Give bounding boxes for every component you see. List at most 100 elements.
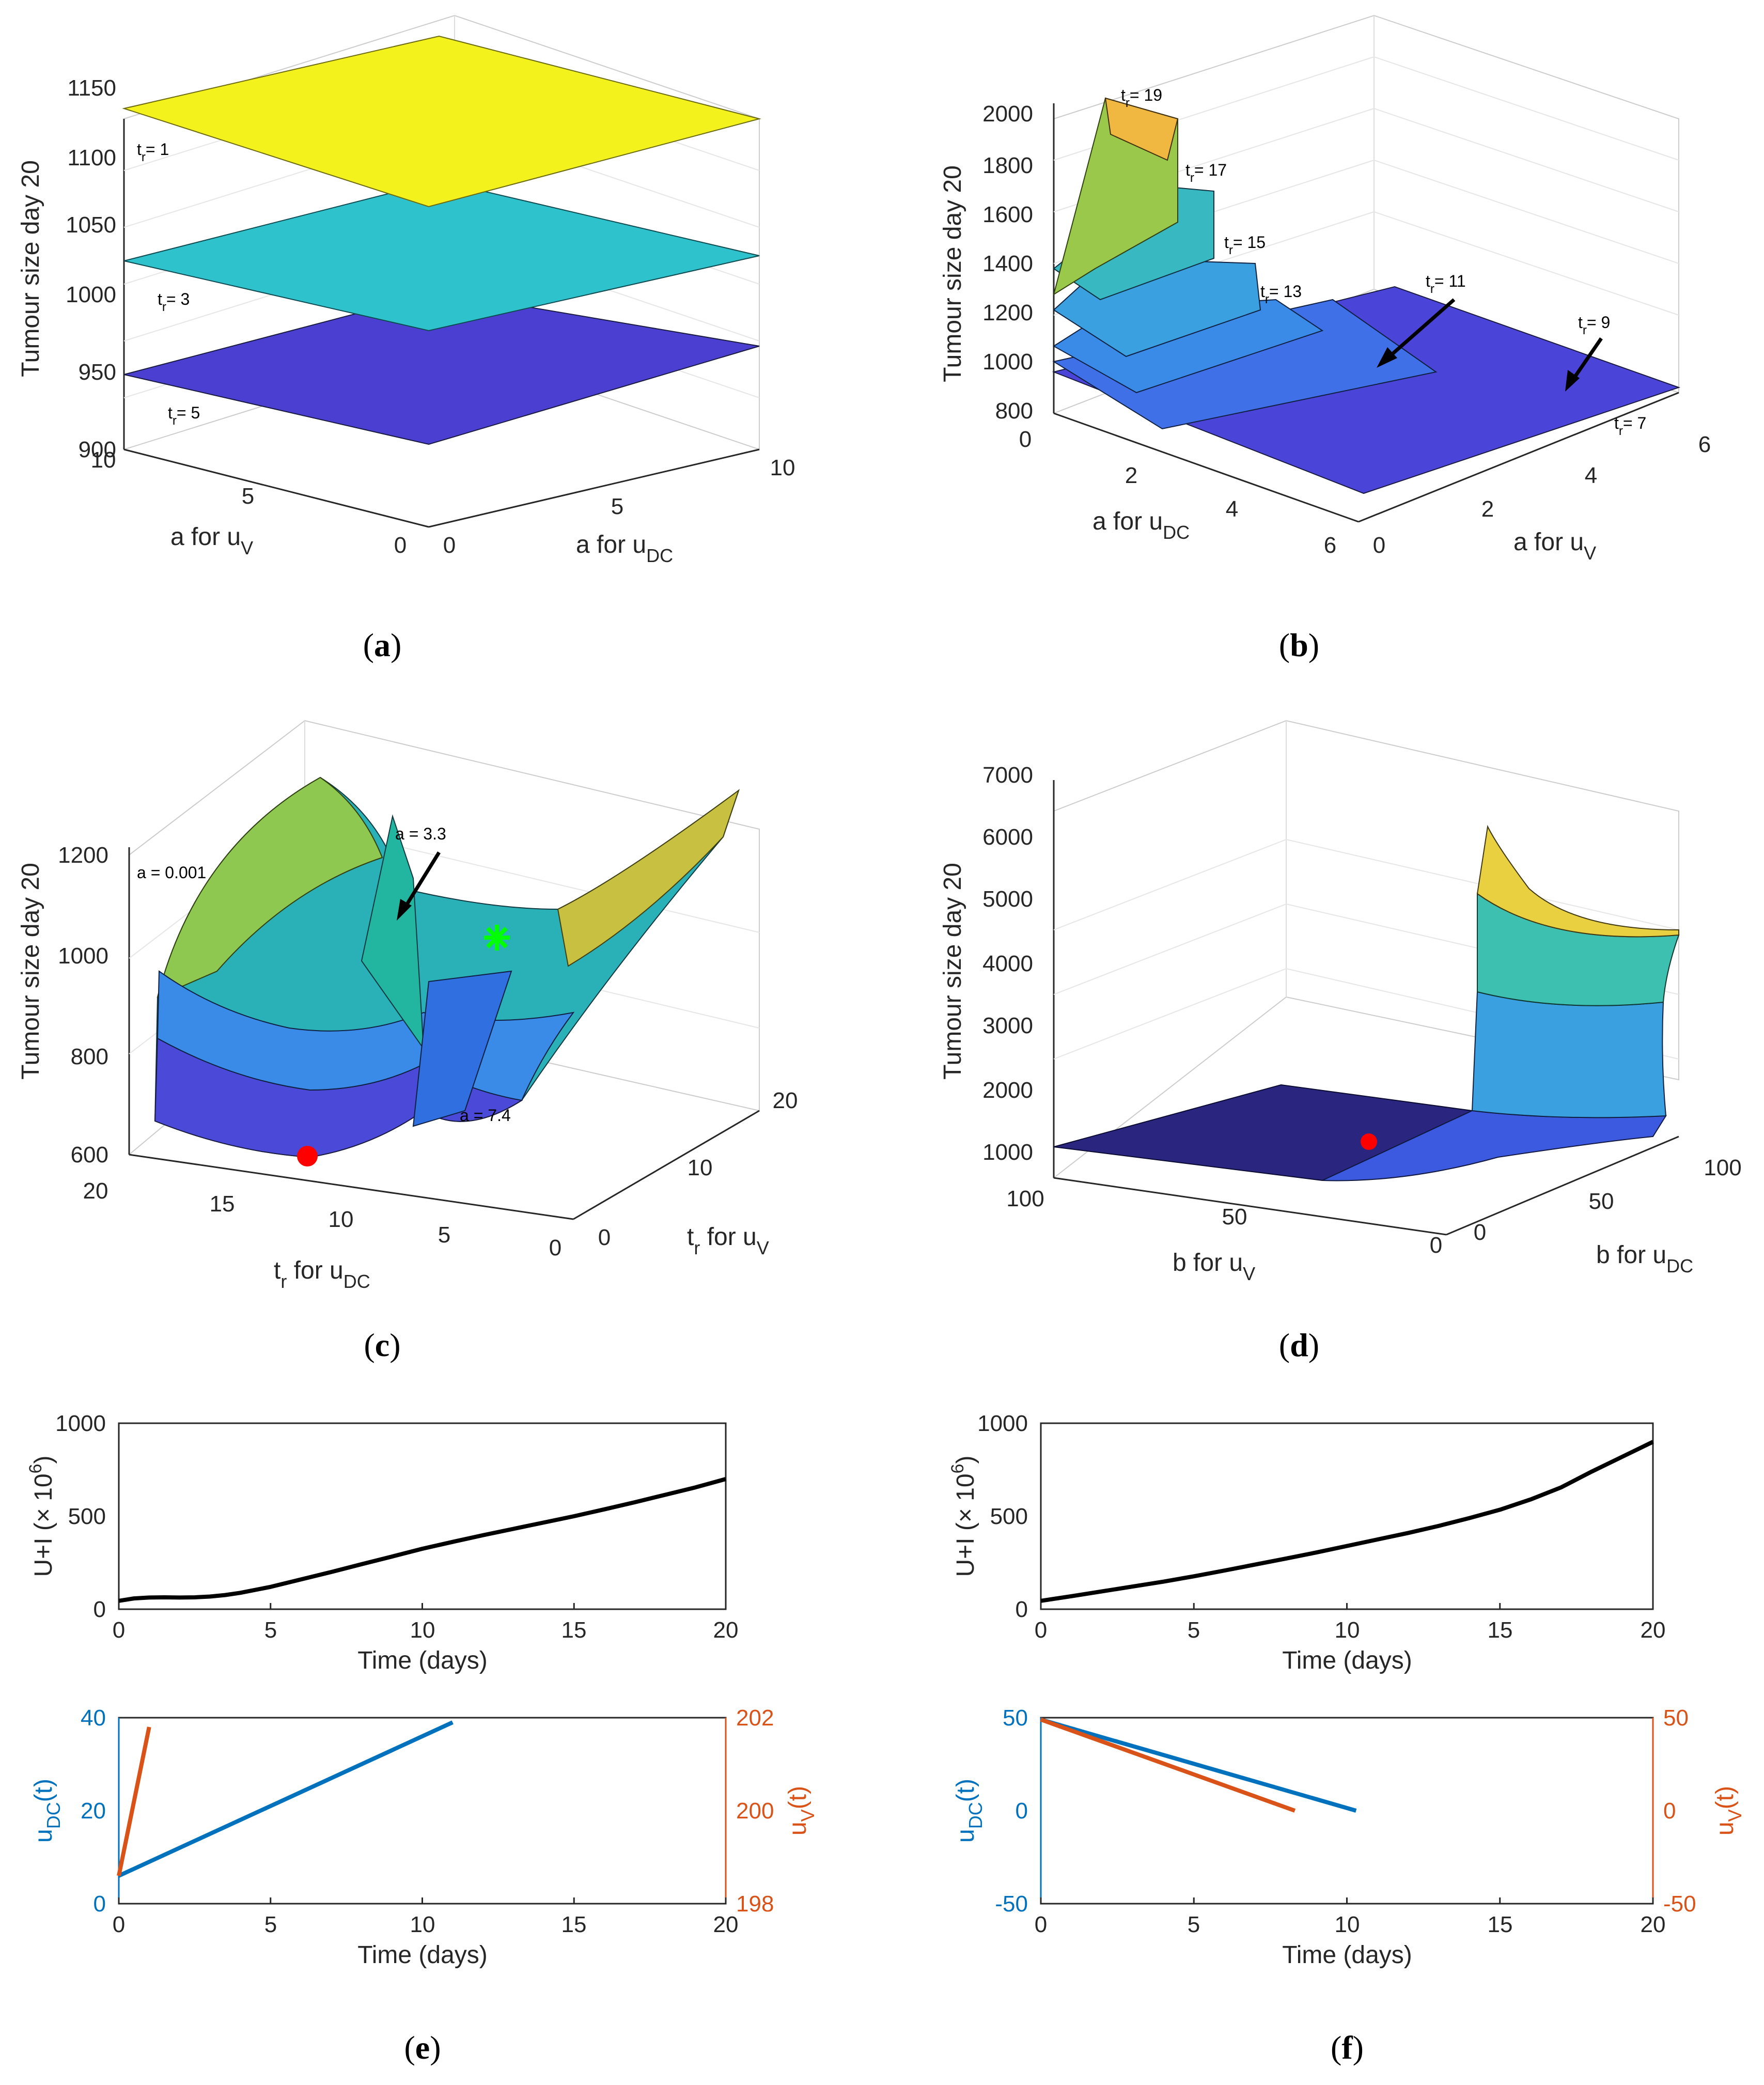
panel-b-ztick: 1400 <box>982 251 1033 276</box>
panel-a-ztick: 1100 <box>67 145 116 170</box>
e-bottom-xtick: 15 <box>561 1912 587 1937</box>
e-top-ytick: 500 <box>68 1504 106 1529</box>
panel-d-xticks: 100 50 0 <box>1006 1186 1442 1258</box>
panel-c-xtick: 15 <box>210 1191 235 1217</box>
panel-a-ztick: 1050 <box>66 212 116 238</box>
annotation-a-3.3: a = 3.3 <box>395 824 446 843</box>
e-bottom-xtick: 0 <box>113 1912 125 1937</box>
axes-e-bottom-ticks <box>118 1897 727 1904</box>
caption-a: (a) <box>363 627 402 663</box>
e-top-xtick: 10 <box>410 1617 435 1643</box>
panel-a-xtick: 0 <box>394 533 407 558</box>
annotation-tr-7: tr= 7 <box>1614 414 1646 438</box>
f-top-xtick: 10 <box>1335 1617 1360 1643</box>
panel-d-yticks: 0 50 100 <box>1474 1155 1742 1245</box>
f-top-ytick: 500 <box>990 1504 1028 1529</box>
f-bottom-ylabel-right: uV(t) <box>1711 1786 1745 1835</box>
panel-b-ztick: 1800 <box>982 153 1033 178</box>
panel-b-ytick: 6 <box>1698 432 1711 457</box>
f-bottom-ytick-right: 0 <box>1663 1798 1676 1824</box>
panel-a-ytick: 0 <box>443 533 456 558</box>
series-e-uV <box>117 1726 151 1876</box>
panel-c-zlabel: Tumour size day 20 <box>17 863 44 1080</box>
surface-a-3.3 <box>361 814 425 1051</box>
panel-d-ztick: 7000 <box>982 763 1033 788</box>
f-bottom-xtick: 0 <box>1035 1912 1047 1937</box>
panel-a-xtick: 10 <box>91 447 116 473</box>
e-top-ytick: 0 <box>93 1597 106 1622</box>
f-top-ytick: 0 <box>1016 1597 1028 1622</box>
e-top-xlabel: Time (days) <box>357 1647 488 1674</box>
panel-c-ytick: 0 <box>598 1225 611 1250</box>
axes-f-top-yticklabels: 0 500 1000 <box>977 1411 1028 1622</box>
f-bottom-ytick-right: -50 <box>1663 1891 1696 1917</box>
panel-c: 600 800 1000 1200 Tumour size day 20 20 … <box>17 720 798 1363</box>
panel-d-ztick: 3000 <box>982 1013 1033 1038</box>
annotation-tr-15: tr= 15 <box>1224 233 1266 257</box>
axes-e-top-xticklabels: 0 5 10 15 20 <box>113 1617 739 1643</box>
panel-b-annotations: tr= 19 tr= 17 tr= 15 tr= 13 tr= 11 tr= 9… <box>1121 86 1646 438</box>
panel-a-zticks: 900 950 1000 1050 1100 1150 <box>66 75 116 462</box>
e-bottom-xtick: 20 <box>713 1912 739 1937</box>
panel-a-annotations: tr= 1 tr= 3 tr= 5 <box>137 140 200 428</box>
surface-c-right-ridge <box>557 789 740 967</box>
e-top-xtick: 20 <box>713 1617 739 1643</box>
surface-tr-1 <box>122 35 761 208</box>
series-e-uDC <box>118 1720 454 1878</box>
panel-b-arrows <box>1377 298 1603 392</box>
surface-d-wall-top <box>1476 824 1679 938</box>
axes-e-bottom-yticklabels-right: 198 200 202 <box>736 1705 774 1917</box>
panel-b-ztick: 1200 <box>982 300 1033 325</box>
surface-tr-3 <box>123 180 760 332</box>
panel-d-ztick: 5000 <box>982 886 1033 912</box>
e-bottom-ytick-left: 20 <box>81 1798 106 1824</box>
panel-f: 0 500 1000 0 5 10 15 20 Time (days) U+I … <box>948 1411 1745 2066</box>
panel-b-ztick: 1000 <box>982 349 1033 375</box>
panel-d-ztick: 6000 <box>982 824 1033 850</box>
caption-b: (b) <box>1279 627 1319 663</box>
axes-f-top-xticklabels: 0 5 10 15 20 <box>1035 1617 1666 1643</box>
red-marker-d <box>1361 1133 1377 1150</box>
axes-f-bottom-ticks <box>1040 1897 1654 1904</box>
e-bottom-ytick-left: 0 <box>93 1891 106 1917</box>
panel-b-xtick: 4 <box>1226 496 1238 522</box>
f-top-xtick: 20 <box>1641 1617 1666 1643</box>
axes-e-top-ticks <box>118 1603 727 1609</box>
panel-b-zlabel: Tumour size day 20 <box>939 165 966 382</box>
axes-f-bottom-yticklabels-left: -50 0 50 <box>995 1705 1028 1917</box>
panel-c-arrow <box>397 851 441 921</box>
panel-a-ylabel: a for uDC <box>576 531 673 566</box>
panel-c-yticks: 0 10 20 <box>598 1088 798 1250</box>
panel-d-zticks: 1000 2000 3000 4000 5000 6000 7000 <box>982 763 1033 1165</box>
panel-c-zticks: 600 800 1000 1200 <box>58 843 108 1168</box>
panel-d-ztick: 2000 <box>982 1078 1033 1103</box>
panel-a-ztick: 950 <box>79 360 116 385</box>
f-bottom-xtick: 20 <box>1641 1912 1666 1937</box>
panel-a-xtick: 5 <box>242 484 254 509</box>
panel-a-ytick: 10 <box>770 455 795 480</box>
panel-b-ytick: 0 <box>1373 533 1385 558</box>
panel-d-box <box>1053 720 1679 1236</box>
panel-c-xtick: 20 <box>83 1178 108 1204</box>
axes-e-top-yticklabels: 0 500 1000 <box>55 1411 106 1622</box>
e-bottom-ylabel-left: uDC(t) <box>30 1779 64 1843</box>
annotation-tr-11: tr= 11 <box>1426 272 1466 296</box>
surface-tr-19-top <box>1104 97 1179 161</box>
surface-c-upper-ridge <box>157 776 383 998</box>
panel-b-ztick: 2000 <box>982 101 1033 127</box>
panel-b-ytick: 4 <box>1585 463 1597 488</box>
annotation-a-7.4: a = 7.4 <box>460 1106 511 1125</box>
panel-b-yticks: 0 2 4 6 <box>1373 432 1711 558</box>
panel-b-xtick: 0 <box>1019 427 1032 452</box>
panel-d-xlabel: b for uV <box>1173 1249 1255 1284</box>
panel-c-ytick: 20 <box>773 1088 798 1113</box>
panel-d-xtick: 0 <box>1430 1233 1442 1258</box>
e-bottom-ylabel-right: uV(t) <box>784 1786 818 1835</box>
panel-d-ylabel: b for uDC <box>1596 1241 1693 1277</box>
panel-d-ytick: 100 <box>1704 1155 1741 1180</box>
f-bottom-ylabel-left: uDC(t) <box>952 1779 986 1843</box>
e-top-ytick: 1000 <box>55 1411 106 1436</box>
panel-d-zlabel: Tumour size day 20 <box>939 863 966 1080</box>
panel-a-ztick: 900 <box>79 437 116 462</box>
